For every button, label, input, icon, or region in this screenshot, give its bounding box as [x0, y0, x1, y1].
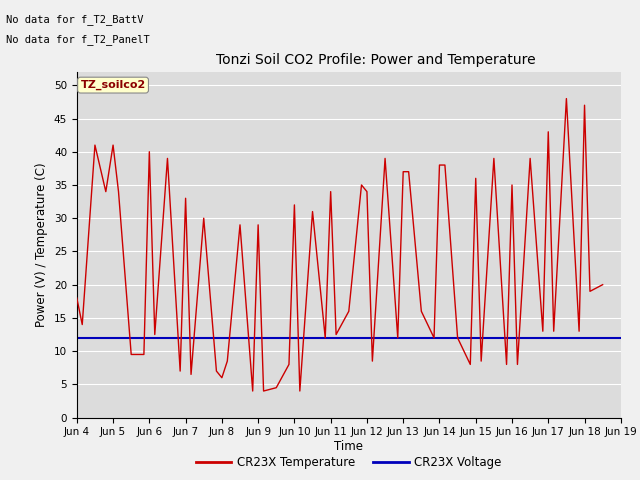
Legend: CR23X Temperature, CR23X Voltage: CR23X Temperature, CR23X Voltage [191, 452, 506, 474]
X-axis label: Time: Time [334, 440, 364, 453]
Title: Tonzi Soil CO2 Profile: Power and Temperature: Tonzi Soil CO2 Profile: Power and Temper… [216, 53, 536, 67]
Text: No data for f_T2_PanelT: No data for f_T2_PanelT [6, 34, 150, 45]
Y-axis label: Power (V) / Temperature (C): Power (V) / Temperature (C) [35, 163, 48, 327]
Text: No data for f_T2_BattV: No data for f_T2_BattV [6, 14, 144, 25]
Text: TZ_soilco2: TZ_soilco2 [81, 80, 146, 90]
